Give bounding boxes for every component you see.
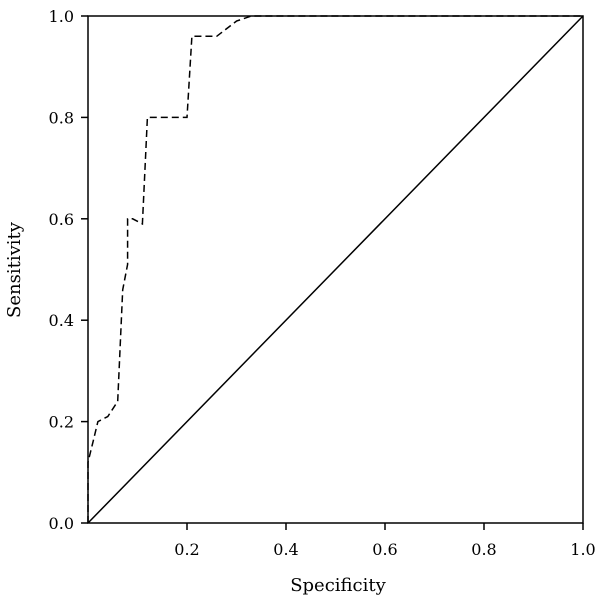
- y-tick-label: 0.8: [49, 108, 74, 127]
- y-tick-label: 0.2: [49, 413, 74, 432]
- x-axis-label: Specificity: [290, 575, 386, 596]
- x-tick-label: 0.6: [372, 540, 397, 559]
- x-axis-ticks: 0.2 0.4 0.6 0.8 1.0: [174, 523, 596, 559]
- x-tick-label: 0.4: [273, 540, 298, 559]
- y-tick-label: 0.6: [49, 210, 74, 229]
- y-tick-label: 1.0: [49, 7, 74, 26]
- y-axis-ticks: 0.0 0.2 0.4 0.6 0.8 1.0: [49, 7, 88, 533]
- x-tick-label: 1.0: [570, 540, 595, 559]
- reference-diagonal-line: [87, 15, 584, 524]
- x-tick-label: 0.8: [471, 540, 496, 559]
- y-tick-label: 0.0: [49, 514, 74, 533]
- y-tick-label: 0.4: [49, 311, 74, 330]
- x-tick-label: 0.2: [174, 540, 199, 559]
- plot-area: [87, 15, 584, 524]
- roc-curve: [87, 15, 583, 523]
- y-axis-label: Sensitivity: [4, 221, 25, 318]
